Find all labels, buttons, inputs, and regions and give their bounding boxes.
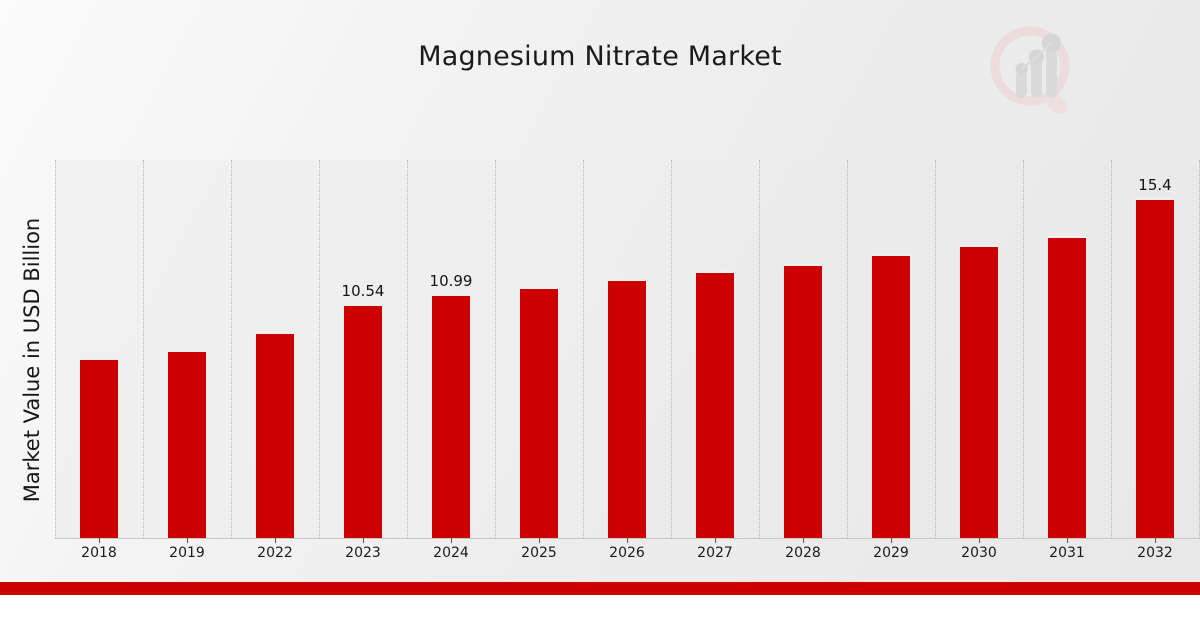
x-axis-tick-label: 2025 bbox=[521, 545, 557, 561]
bar-slot bbox=[231, 160, 319, 538]
x-axis-tick bbox=[187, 538, 188, 543]
x-axis-tick bbox=[99, 538, 100, 543]
trend-line-glyph bbox=[1020, 42, 1053, 70]
x-axis-tick-label: 2022 bbox=[257, 545, 293, 561]
x-axis-tick bbox=[451, 538, 452, 543]
bar[interactable] bbox=[784, 263, 822, 538]
bar[interactable] bbox=[520, 286, 558, 538]
bar-slot bbox=[759, 160, 847, 538]
brand-watermark-logo bbox=[980, 16, 1088, 124]
x-axis-tick-label: 2024 bbox=[433, 545, 469, 561]
x-axis-tick-label: 2023 bbox=[345, 545, 381, 561]
bar[interactable] bbox=[1136, 197, 1174, 538]
bar-value-label: 10.54 bbox=[341, 282, 385, 301]
gridline bbox=[847, 160, 849, 538]
x-axis-tick bbox=[1155, 538, 1156, 543]
bar[interactable] bbox=[344, 304, 382, 538]
x-axis-tick bbox=[803, 538, 804, 543]
bar-slot bbox=[55, 160, 143, 538]
x-axis-tick-label: 2019 bbox=[169, 545, 205, 561]
x-axis-tick bbox=[979, 538, 980, 543]
gridline bbox=[231, 160, 233, 538]
x-axis-tick-label: 2029 bbox=[873, 545, 909, 561]
x-axis-tick-label: 2028 bbox=[785, 545, 821, 561]
gridline bbox=[55, 160, 57, 538]
bar-slot bbox=[1023, 160, 1111, 538]
x-axis-tick bbox=[627, 538, 628, 543]
footer-base bbox=[0, 595, 1200, 600]
bar[interactable] bbox=[696, 271, 734, 538]
bar-value-label: 10.99 bbox=[429, 272, 473, 291]
gridline bbox=[583, 160, 585, 538]
bar[interactable] bbox=[872, 253, 910, 538]
bar-slot bbox=[143, 160, 231, 538]
y-axis-title: Market Value in USD Billion bbox=[20, 217, 44, 503]
bar[interactable] bbox=[960, 244, 998, 538]
x-axis-tick bbox=[275, 538, 276, 543]
bar-value-label: 15.4 bbox=[1138, 175, 1172, 194]
gridline bbox=[671, 160, 673, 538]
bar[interactable] bbox=[80, 358, 118, 538]
x-axis-tick bbox=[715, 538, 716, 543]
gridline bbox=[935, 160, 937, 538]
bar-slot bbox=[847, 160, 935, 538]
bar-slot bbox=[495, 160, 583, 538]
bar-slot: 10.99 bbox=[407, 160, 495, 538]
bar[interactable] bbox=[1048, 236, 1086, 538]
x-axis-tick-label: 2031 bbox=[1049, 545, 1085, 561]
bar-slot bbox=[935, 160, 1023, 538]
footer-accent-bar bbox=[0, 582, 1200, 595]
gridline bbox=[1111, 160, 1113, 538]
bar[interactable] bbox=[432, 294, 470, 538]
x-axis-tick bbox=[539, 538, 540, 543]
gridline bbox=[1023, 160, 1025, 538]
bar-slot: 15.4 bbox=[1111, 160, 1199, 538]
x-axis-tick-label: 2026 bbox=[609, 545, 645, 561]
bar-slot: 10.54 bbox=[319, 160, 407, 538]
chart-container: Magnesium Nitrate Market Market Va bbox=[0, 0, 1200, 600]
bar[interactable] bbox=[256, 331, 294, 538]
bar[interactable] bbox=[168, 350, 206, 538]
x-axis-tick-label: 2018 bbox=[81, 545, 117, 561]
bar[interactable] bbox=[608, 278, 646, 538]
gridline bbox=[407, 160, 409, 538]
x-axis-tick-label: 2030 bbox=[961, 545, 997, 561]
bar-chart-glyph bbox=[1016, 49, 1057, 98]
gridline bbox=[495, 160, 497, 538]
x-axis-tick-label: 2027 bbox=[697, 545, 733, 561]
gridline bbox=[143, 160, 145, 538]
gridline bbox=[759, 160, 761, 538]
x-axis-tick bbox=[1067, 538, 1068, 543]
chart-title: Magnesium Nitrate Market bbox=[418, 41, 782, 72]
bar-slot bbox=[671, 160, 759, 538]
x-axis-tick-label: 2032 bbox=[1137, 545, 1173, 561]
gridline bbox=[319, 160, 321, 538]
x-axis-tick bbox=[363, 538, 364, 543]
bar-slot bbox=[583, 160, 671, 538]
x-axis-tick bbox=[891, 538, 892, 543]
